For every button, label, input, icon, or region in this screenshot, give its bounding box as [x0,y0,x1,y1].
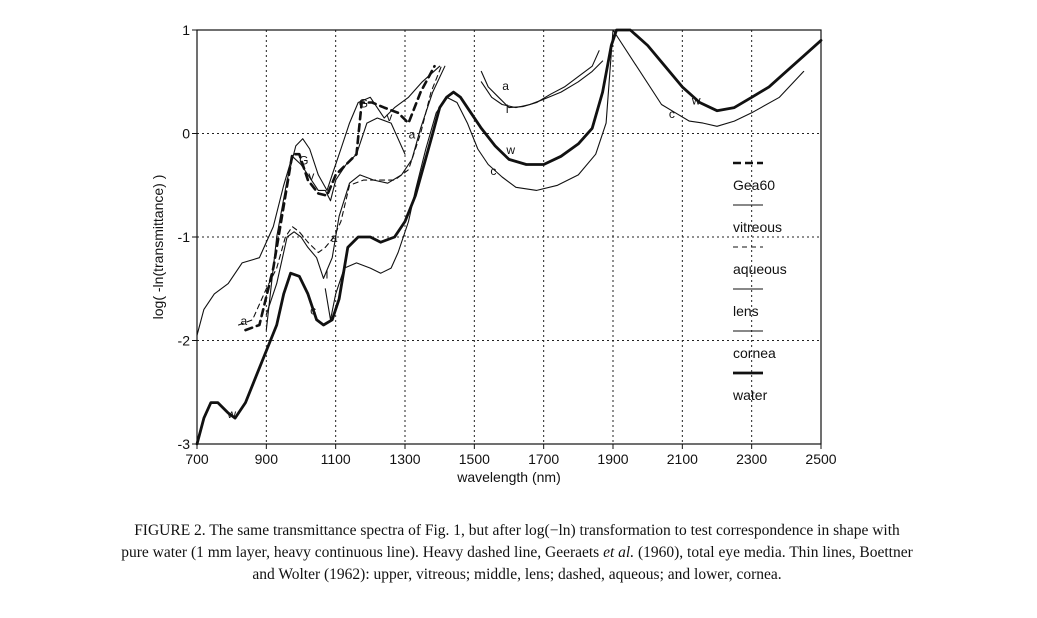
y-axis-label: log( -ln(transmittance) ) [150,175,166,320]
curve-label-w-15: w [691,94,701,108]
chart: 700 900 1100 1300 1500 1700 1900 2100 2300 2500 1 0… [150,22,837,485]
x-tick-label-1500: 1500 [459,451,490,467]
curve-label-c-10: c [310,304,316,318]
series-line-cornea-ir [324,29,805,321]
caption-et-al: et al. [603,544,635,561]
curve-label-w-13: w [226,407,236,421]
legend: Gea60 vitreous aqueous lens cornea water [732,161,787,403]
series-line-vitreous [265,65,441,331]
y-tick-label-0: 0 [182,126,190,142]
curve-label-v-3: v [386,110,392,124]
x-tick-label-1100: 1100 [321,451,351,467]
curve-label-c-11: c [490,164,496,178]
series-line-cornea [196,117,406,336]
caption-line-2-start: pure water (1 mm layer, heavy continuous… [121,544,604,561]
curve-label-w-14: w [505,143,515,157]
gridlines [197,30,821,444]
legend-label-vitreous: vitreous [733,219,782,235]
plot-series [195,28,823,446]
legend-label-water: water [732,387,768,403]
series-line-water [195,28,823,446]
caption-line-2-end: (1960), total eye media. Thin lines, Boe… [634,544,913,561]
curve-label-G-1: G [359,97,368,111]
curve-label-a-4: a [331,231,338,245]
y-tick-label--1: -1 [178,229,191,245]
axis-ticks: 700 900 1100 1300 1500 1700 1900 2100 2300 2500 1 0… [178,22,837,467]
series-line-aqueous [238,65,442,326]
x-tick-label-1700: 1700 [528,451,559,467]
x-tick-label-2100: 2100 [667,451,698,467]
series-line-Gea60 [244,64,436,332]
curve-label-a-6: a [240,314,247,328]
x-tick-label-1900: 1900 [597,451,628,467]
curve-label-a-7: a [502,79,509,93]
curve-label-G-0: G [299,154,308,168]
series-line-lens-ir [480,60,604,109]
legend-label-cornea: cornea [733,345,776,361]
legend-label-lens: lens [733,303,759,319]
x-tick-label-2300: 2300 [736,451,767,467]
series-line-lens [265,65,446,316]
legend-label-aqueous: aqueous [733,261,787,277]
x-tick-label-700: 700 [185,451,209,467]
x-axis-label: wavelength (nm) [456,469,561,485]
y-tick-label--2: -2 [178,333,191,349]
x-tick-label-900: 900 [255,451,279,467]
curve-label-c-12: c [669,107,675,121]
curve-label-l-9: l [506,102,509,116]
figure-caption: FIGURE 2. The same transmittance spectra… [12,520,1022,586]
curve-label-v-2: v [308,169,314,183]
x-tick-label-1300: 1300 [389,451,420,467]
curve-label-a-5: a [409,128,416,142]
legend-label-Gea60: Gea60 [733,177,775,193]
y-tick-label--3: -3 [178,436,191,452]
y-tick-label-1: 1 [182,22,190,38]
x-tick-label-2500: 2500 [805,451,836,467]
caption-line-1: FIGURE 2. The same transmittance spectra… [134,522,900,539]
curve-label-l-8: l [326,267,329,281]
caption-line-3: and Wolter (1962): upper, vitreous; midd… [252,566,782,583]
